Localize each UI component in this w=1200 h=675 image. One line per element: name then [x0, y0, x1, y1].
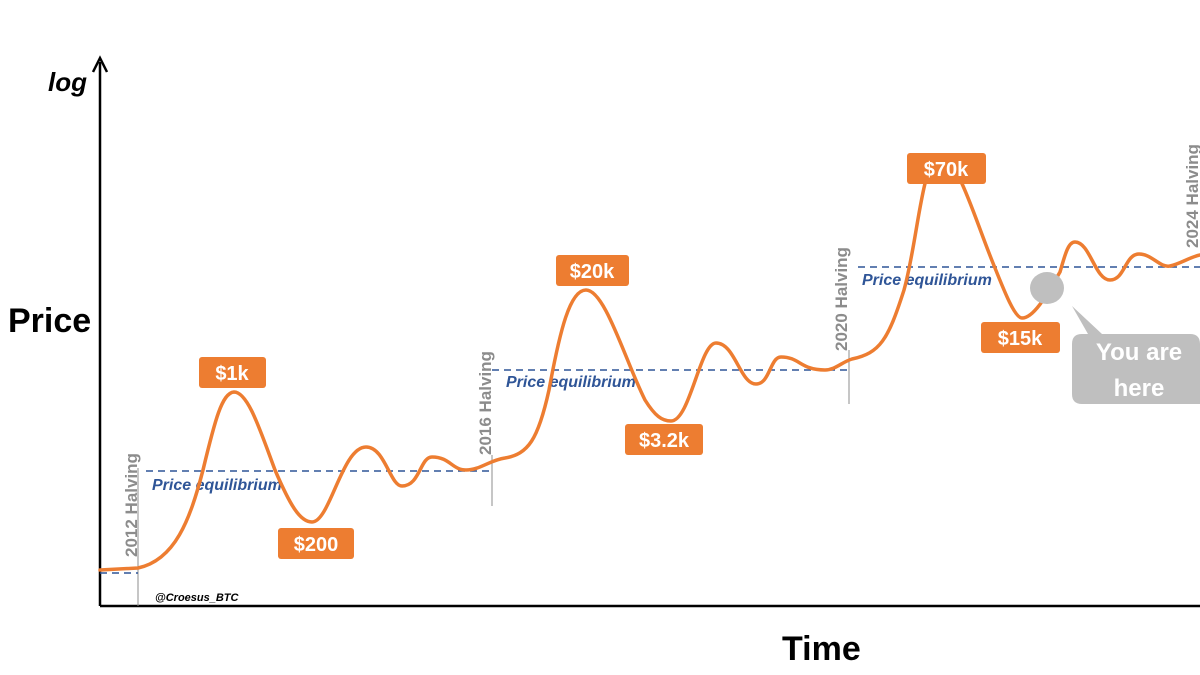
halving-label-2016: 2016 Halving [476, 351, 495, 455]
you-are-here-callout [1072, 306, 1200, 404]
price-tag-15k: $15k [981, 322, 1060, 353]
y-axis-scale-label: log [48, 67, 87, 97]
halving-label-2012: 2012 Halving [122, 453, 141, 557]
equilibrium-label-3: Price equilibrium [862, 272, 992, 289]
x-axis-label: Time [782, 630, 861, 668]
y-axis-label: Price [8, 302, 91, 340]
you-are-here-line1: You are [1096, 339, 1182, 366]
current-position-dot [1030, 272, 1064, 304]
you-are-here-line2: here [1114, 375, 1165, 402]
price-tag-label: $15k [998, 328, 1043, 350]
equilibrium-label-1: Price equilibrium [152, 477, 282, 494]
price-tag-1k: $1k [199, 357, 266, 388]
price-tag-label: $70k [924, 159, 969, 181]
price-tag-3-2k: $3.2k [625, 424, 703, 455]
price-tag-label: $1k [215, 363, 249, 385]
price-tag-200: $200 [278, 528, 354, 559]
y-axis-arrow [91, 55, 109, 73]
price-tag-label: $200 [294, 534, 339, 556]
price-tag-70k: $70k [907, 153, 986, 184]
equilibrium-label-2: Price equilibrium [506, 374, 636, 391]
author-credit: @Croesus_BTC [155, 592, 240, 604]
price-tag-label: $20k [570, 261, 615, 283]
price-tag-label: $3.2k [639, 430, 690, 452]
halving-label-2020: 2020 Halving [832, 247, 851, 351]
price-tag-20k: $20k [556, 255, 629, 286]
halving-label-2024: 2024 Halving [1183, 144, 1200, 248]
